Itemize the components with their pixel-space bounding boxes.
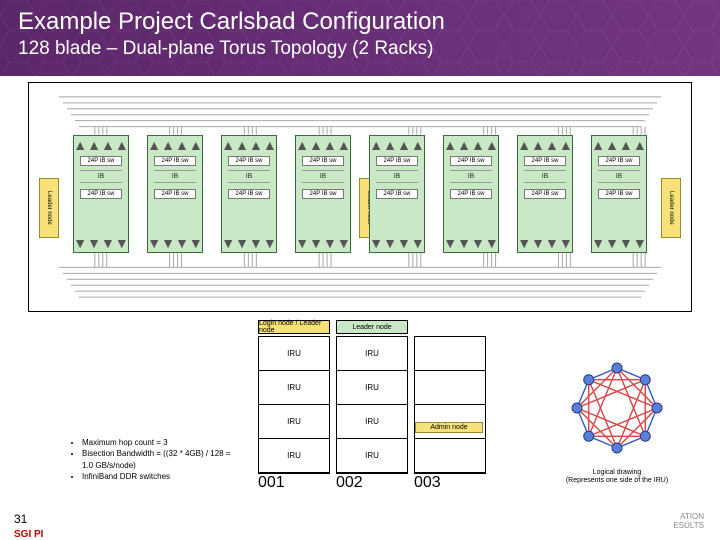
fan-icon: ▼▼▼▼ — [147, 236, 202, 250]
rack-slot — [415, 371, 485, 405]
rack-003: Admin node 003 — [414, 320, 486, 492]
rack-slot: IRU — [337, 439, 407, 473]
rack-id: 002 — [336, 474, 408, 492]
blade-0: ▲▲▲▲ 24P IB sw IB 24P IB sw ▼▼▼▼ — [73, 135, 129, 253]
fan-icon: ▲▲▲▲ — [369, 138, 424, 152]
rack-id: 001 — [258, 474, 330, 492]
blade-7: ▲▲▲▲ 24P IB sw IB 24P IB sw ▼▼▼▼ — [591, 135, 647, 253]
rack-body: IRUIRUIRUIRU — [258, 336, 330, 474]
ib-mid: IB — [80, 170, 122, 183]
page-number: 31 — [14, 512, 27, 526]
fan-icon: ▼▼▼▼ — [591, 236, 646, 250]
blade-row: ▲▲▲▲ 24P IB sw IB 24P IB sw ▼▼▼▼ ▲▲▲▲ 24P IB s… — [29, 135, 691, 253]
rack-body: IRUIRUIRUIRU — [336, 336, 408, 474]
slide-subtitle: 128 blade – Dual-plane Torus Topology (2… — [18, 38, 702, 60]
rack-slot — [415, 337, 485, 371]
blade-2: ▲▲▲▲ 24P IB sw IB 24P IB sw ▼▼▼▼ — [221, 135, 277, 253]
ib-switch-bot: 24P IB sw — [302, 189, 344, 199]
spec-item: InfiniBand DDR switches — [82, 471, 233, 482]
ib-mid: IB — [154, 170, 196, 183]
footer-right-1: ATION — [673, 512, 704, 521]
admin-node-label: Admin node — [415, 422, 483, 433]
fan-icon: ▼▼▼▼ — [221, 236, 276, 250]
ib-switch-top: 24P IB sw — [228, 156, 270, 166]
ib-switch-bot: 24P IB sw — [80, 189, 122, 199]
rack-slot: IRU — [259, 439, 329, 473]
ib-switch-top: 24P IB sw — [376, 156, 418, 166]
torus-svg — [562, 360, 672, 460]
fan-icon: ▼▼▼▼ — [517, 236, 572, 250]
blade-4: ▲▲▲▲ 24P IB sw IB 24P IB sw ▼▼▼▼ — [369, 135, 425, 253]
rack-slot: IRU — [337, 405, 407, 439]
torus-graph: Logical drawing (Represents one side of … — [562, 360, 672, 486]
topology-diagram: Leader node Leader node Leader node ▲▲▲▲… — [28, 82, 692, 312]
fan-icon: ▲▲▲▲ — [591, 138, 646, 152]
fan-icon: ▼▼▼▼ — [73, 236, 128, 250]
rack-002: Leader nodeIRUIRUIRUIRU002 — [336, 320, 408, 492]
rack-slot — [415, 439, 485, 473]
fan-icon: ▼▼▼▼ — [369, 236, 424, 250]
spec-list: Maximum hop count = 3Bisection Bandwidth… — [28, 437, 233, 482]
rack-slot: IRU — [337, 371, 407, 405]
rack-slot: IRU — [259, 405, 329, 439]
rack-body: Admin node — [414, 336, 486, 474]
ib-switch-top: 24P IB sw — [302, 156, 344, 166]
ib-switch-top: 24P IB sw — [80, 156, 122, 166]
spec-item: Bisection Bandwidth = ((32 * 4GB) / 128 … — [82, 448, 233, 470]
rack-slot: IRU — [259, 337, 329, 371]
fan-icon: ▼▼▼▼ — [295, 236, 350, 250]
blade-5: ▲▲▲▲ 24P IB sw IB 24P IB sw ▼▼▼▼ — [443, 135, 499, 253]
ib-switch-top: 24P IB sw — [450, 156, 492, 166]
slide-header: Example Project Carlsbad Configuration 1… — [0, 0, 720, 76]
fan-icon: ▲▲▲▲ — [221, 138, 276, 152]
ib-switch-top: 24P IB sw — [598, 156, 640, 166]
footer-right-2: ESULTS — [673, 521, 704, 530]
ib-switch-bot: 24P IB sw — [228, 189, 270, 199]
fan-icon: ▲▲▲▲ — [443, 138, 498, 152]
ib-mid: IB — [450, 170, 492, 183]
ib-mid: IB — [598, 170, 640, 183]
ib-switch-bot: 24P IB sw — [524, 189, 566, 199]
torus-caption-text: Logical drawing (Represents one side of … — [566, 469, 668, 484]
rack-top-label: Leader node — [336, 320, 408, 334]
footer-logo: SGI PI — [14, 529, 43, 540]
ib-mid: IB — [524, 170, 566, 183]
rack-id: 003 — [414, 474, 486, 492]
ib-mid: IB — [376, 170, 418, 183]
rack-001: Login node / Leader nodeIRUIRUIRUIRU001 — [258, 320, 330, 492]
ib-switch-top: 24P IB sw — [524, 156, 566, 166]
ib-switch-top: 24P IB sw — [154, 156, 196, 166]
torus-caption: Logical drawing (Represents one side of … — [562, 469, 672, 486]
spec-item: Maximum hop count = 3 — [82, 437, 233, 448]
ib-switch-bot: 24P IB sw — [154, 189, 196, 199]
blade-6: ▲▲▲▲ 24P IB sw IB 24P IB sw ▼▼▼▼ — [517, 135, 573, 253]
rack-top-label: Login node / Leader node — [258, 320, 330, 334]
slide-title: Example Project Carlsbad Configuration — [18, 8, 702, 36]
rack-slot: IRU — [259, 371, 329, 405]
ib-mid: IB — [302, 170, 344, 183]
blade-1: ▲▲▲▲ 24P IB sw IB 24P IB sw ▼▼▼▼ — [147, 135, 203, 253]
ib-switch-bot: 24P IB sw — [598, 189, 640, 199]
ib-mid: IB — [228, 170, 270, 183]
fan-icon: ▲▲▲▲ — [73, 138, 128, 152]
fan-icon: ▲▲▲▲ — [147, 138, 202, 152]
fan-icon: ▲▲▲▲ — [295, 138, 350, 152]
rack-group: Login node / Leader nodeIRUIRUIRUIRU001L… — [258, 320, 486, 492]
ib-switch-bot: 24P IB sw — [450, 189, 492, 199]
fan-icon: ▲▲▲▲ — [517, 138, 572, 152]
fan-icon: ▼▼▼▼ — [443, 236, 498, 250]
rack-slot: IRU — [337, 337, 407, 371]
blade-3: ▲▲▲▲ 24P IB sw IB 24P IB sw ▼▼▼▼ — [295, 135, 351, 253]
ib-switch-bot: 24P IB sw — [376, 189, 418, 199]
bottom-area: Maximum hop count = 3Bisection Bandwidth… — [28, 320, 692, 516]
footer-right: ATION ESULTS — [673, 512, 704, 530]
